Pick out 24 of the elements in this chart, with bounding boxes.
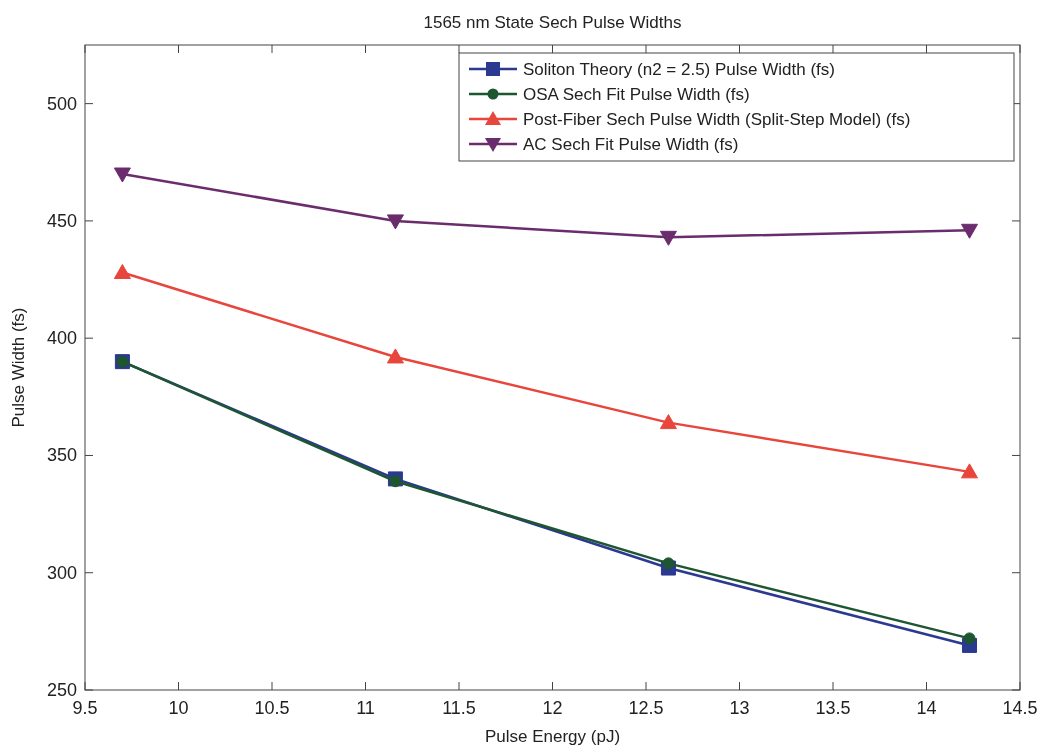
x-tick-label: 10.5 xyxy=(254,698,290,718)
y-tick-label: 300 xyxy=(46,562,77,583)
x-tick-label: 12.5 xyxy=(628,698,664,718)
legend-label: AC Sech Fit Pulse Width (fs) xyxy=(523,135,739,154)
legend-label: Post-Fiber Sech Pulse Width (Split-Step Model) (fs) xyxy=(523,110,911,129)
legend-label: Soliton Theory (n2 = 2.5) Pulse Width (fs) xyxy=(523,60,835,79)
x-tick-label: 11.5 xyxy=(442,698,476,718)
chart-title: 1565 nm State Sech Pulse Widths xyxy=(423,13,682,32)
y-tick-label: 400 xyxy=(46,328,77,349)
x-tick-label: 13.5 xyxy=(815,698,851,718)
y-axis-title: Pulse Width (fs) xyxy=(9,307,28,428)
x-tick-label: 9.5 xyxy=(72,698,98,718)
x-tick-label: 10 xyxy=(168,698,189,718)
x-tick-label: 13 xyxy=(729,698,750,718)
y-tick-label: 500 xyxy=(46,93,77,114)
x-tick-label: 14.5 xyxy=(1002,698,1038,718)
y-tick-label: 450 xyxy=(46,210,77,231)
y-tick-label: 250 xyxy=(46,680,77,700)
x-tick-label: 12 xyxy=(542,698,563,718)
x-axis-title: Pulse Energy (pJ) xyxy=(484,727,621,746)
y-tick-label: 350 xyxy=(46,445,77,466)
x-tick-label: 14 xyxy=(916,698,937,718)
legend-label: OSA Sech Fit Pulse Width (fs) xyxy=(523,85,750,104)
x-tick-label: 11 xyxy=(356,698,375,718)
